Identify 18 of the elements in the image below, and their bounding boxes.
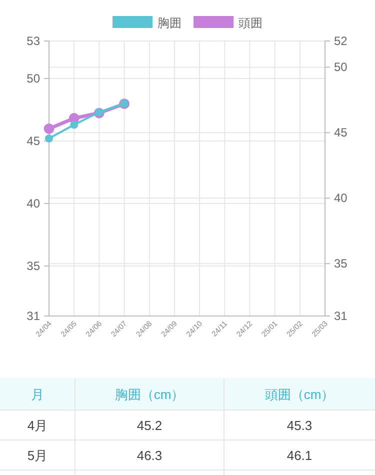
y-tick-label: 45 bbox=[26, 134, 40, 148]
point bbox=[44, 124, 54, 134]
legend-label: 胸囲 bbox=[158, 16, 182, 30]
point bbox=[45, 134, 53, 142]
legend-label: 頭囲 bbox=[238, 16, 262, 30]
y2-tick-label: 31 bbox=[334, 309, 348, 323]
y2-tick-label: 35 bbox=[334, 256, 348, 271]
y2-tick-label: 40 bbox=[334, 191, 348, 206]
y-tick-label: 35 bbox=[26, 259, 40, 273]
table: 月 胸囲（cm） 頭囲（cm） 4月 45.2 45.3 5月 46.3 46.1 bbox=[0, 378, 375, 475]
point bbox=[70, 120, 78, 129]
y-tick-label: 31 bbox=[26, 309, 40, 323]
y2-tick-label: 50 bbox=[334, 60, 348, 74]
y-tick-label: 53 bbox=[26, 34, 40, 48]
y2-tick-label: 45 bbox=[334, 126, 348, 140]
y2-tick-label: 52 bbox=[334, 34, 348, 48]
y-tick-label: 40 bbox=[26, 196, 40, 210]
y-tick-label: 50 bbox=[26, 72, 40, 86]
